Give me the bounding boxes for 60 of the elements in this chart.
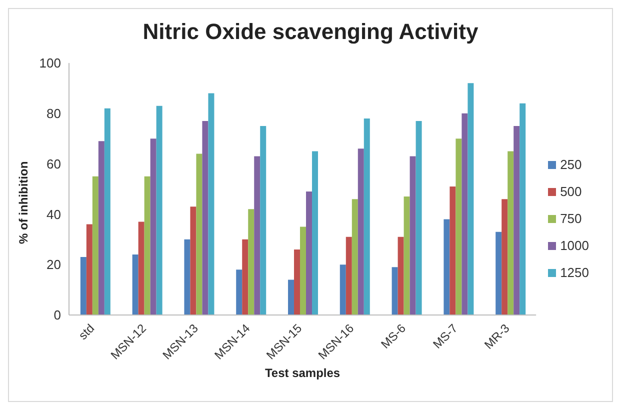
bar xyxy=(300,226,306,315)
bar xyxy=(496,232,502,315)
bar xyxy=(190,206,196,315)
bar xyxy=(208,93,214,315)
bar xyxy=(416,120,422,315)
y-tick-label: 40 xyxy=(46,206,61,222)
bar xyxy=(444,219,450,315)
bar xyxy=(312,151,318,315)
y-tick-label: 100 xyxy=(39,56,61,71)
bar xyxy=(236,270,242,315)
bar xyxy=(202,120,208,315)
bar xyxy=(514,126,520,315)
legend-label: 250 xyxy=(560,156,582,172)
y-tick-label: 20 xyxy=(46,257,61,272)
bar xyxy=(86,224,92,315)
legend-label: 750 xyxy=(560,210,582,226)
bar xyxy=(346,236,352,315)
bar xyxy=(468,83,474,315)
bar xyxy=(398,236,404,315)
bar xyxy=(184,239,190,315)
bar xyxy=(508,151,514,315)
bar xyxy=(520,103,526,315)
legend-label: 500 xyxy=(560,184,582,198)
bar xyxy=(306,192,312,315)
bar xyxy=(456,138,462,315)
y-tick-label: 0 xyxy=(54,308,61,323)
bar xyxy=(156,106,162,315)
bar xyxy=(254,156,260,315)
chart-title: Nitric Oxide scavenging Activity xyxy=(142,19,480,46)
bar xyxy=(352,199,358,315)
legend-label: 1000 xyxy=(560,238,589,252)
x-tick-label: std xyxy=(76,321,98,342)
x-axis-title: Test samples xyxy=(264,366,340,380)
bar xyxy=(104,108,110,315)
y-tick-label: 80 xyxy=(46,106,61,122)
bar xyxy=(132,254,138,315)
bar xyxy=(150,138,156,315)
bar xyxy=(340,264,346,315)
bar xyxy=(242,239,248,315)
bar xyxy=(92,176,98,315)
bar xyxy=(462,113,468,315)
bar xyxy=(502,199,508,315)
bar xyxy=(392,267,398,315)
legend-label: 1250 xyxy=(560,264,589,280)
y-axis-title: % of inhibition xyxy=(16,161,30,244)
bar xyxy=(80,257,86,315)
bar xyxy=(248,209,254,315)
bar xyxy=(358,148,364,315)
bar xyxy=(196,154,202,315)
bar xyxy=(288,280,294,315)
bar xyxy=(364,118,370,315)
bar xyxy=(450,186,456,315)
y-tick-label: 60 xyxy=(46,156,61,172)
bar xyxy=(98,141,104,315)
bar xyxy=(410,156,416,315)
bar xyxy=(144,176,150,315)
bar xyxy=(138,222,144,315)
bar xyxy=(294,249,300,315)
bar xyxy=(404,196,410,315)
bar xyxy=(260,126,266,315)
